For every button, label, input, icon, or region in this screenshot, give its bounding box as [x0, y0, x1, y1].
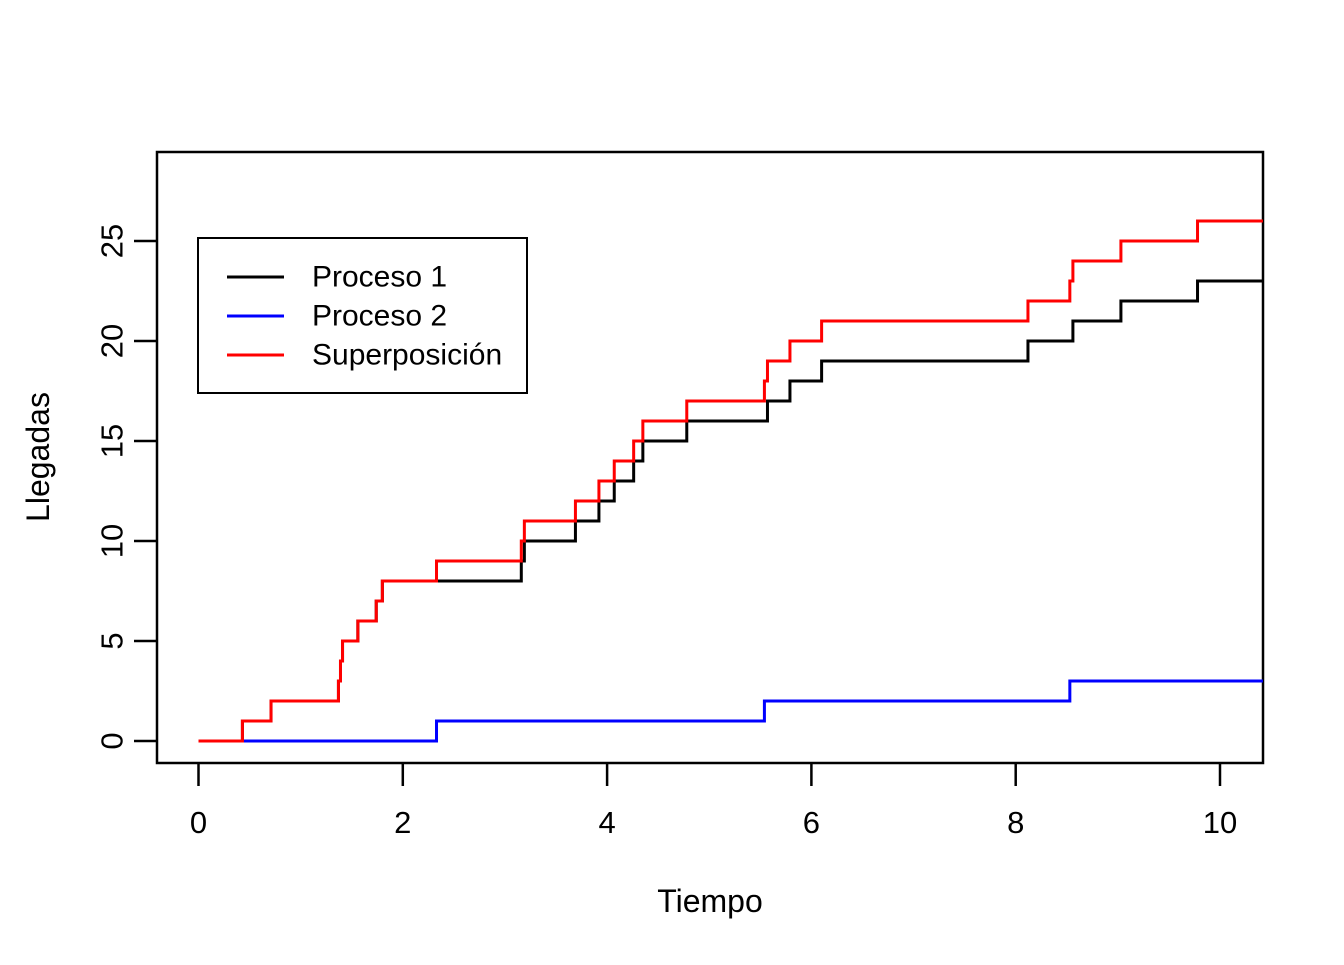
step-curves — [198, 219, 1263, 743]
x-axis-title: Tiempo — [657, 883, 763, 919]
legend: Proceso 1 Proceso 2 Superposición — [197, 237, 528, 394]
x-tick-label: 4 — [598, 805, 615, 840]
series-curve-3 — [198, 219, 1263, 743]
y-tick-label: 10 — [95, 524, 130, 558]
y-axis-ticks: 0 5 10 15 20 25 — [95, 224, 156, 750]
x-axis-ticks: 0 2 4 6 8 10 — [190, 764, 1237, 840]
legend-label: Superposición — [312, 339, 502, 372]
legend-entries: Proceso 1 Proceso 2 Superposición — [227, 261, 502, 372]
y-tick-label: 5 — [95, 632, 130, 649]
y-tick-label: 25 — [95, 224, 130, 258]
y-tick-label: 20 — [95, 324, 130, 358]
x-tick-label: 8 — [1007, 805, 1024, 840]
legend-label: Proceso 1 — [312, 261, 447, 294]
x-tick-label: 10 — [1203, 805, 1237, 840]
x-tick-label: 0 — [190, 805, 207, 840]
y-tick-label: 15 — [95, 424, 130, 458]
y-axis-title: Llegadas — [20, 392, 56, 522]
y-tick-label: 0 — [95, 732, 130, 749]
legend-label: Proceso 2 — [312, 300, 447, 333]
x-tick-label: 2 — [394, 805, 411, 840]
plot-area-border — [155, 150, 1265, 765]
x-tick-label: 6 — [803, 805, 820, 840]
series-curve-2 — [198, 679, 1263, 743]
